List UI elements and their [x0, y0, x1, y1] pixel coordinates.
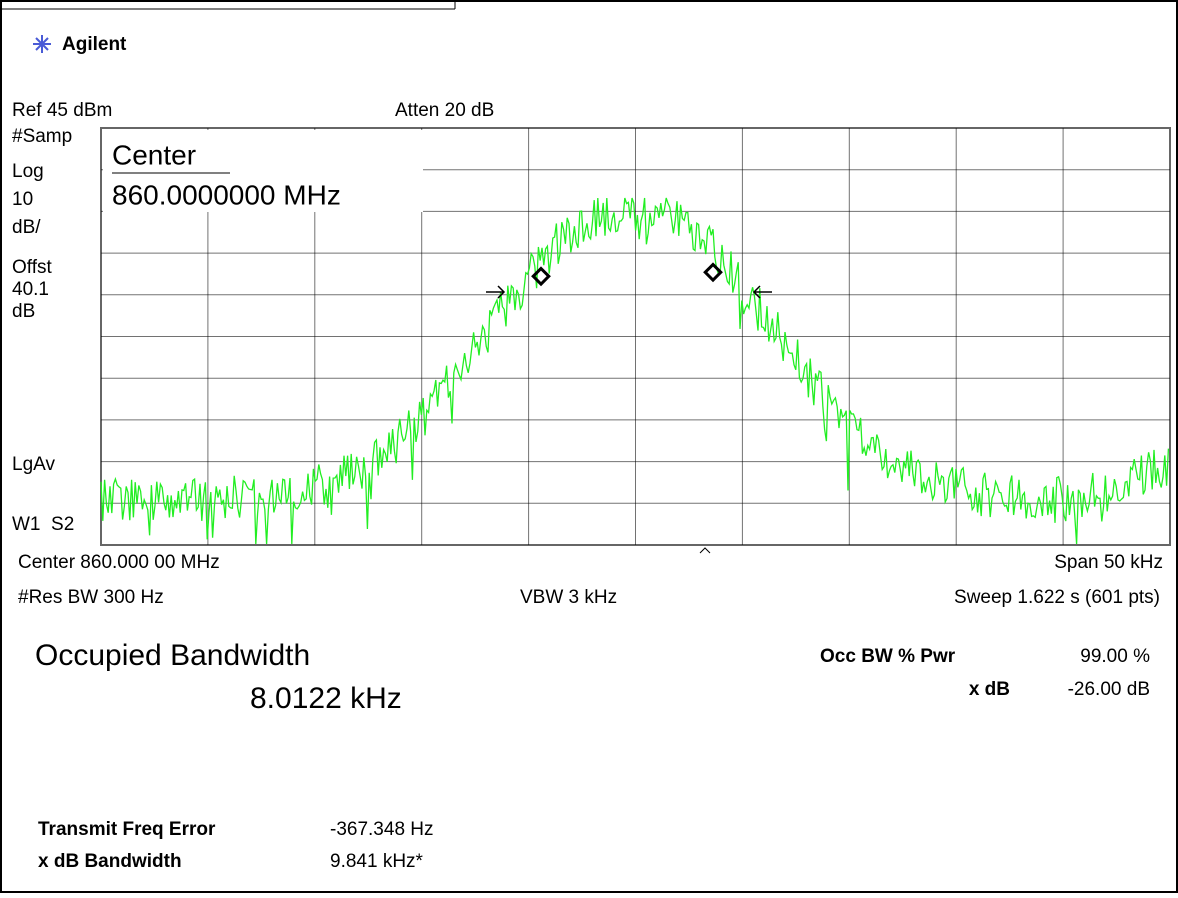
scale-label: 10 [12, 189, 33, 210]
trace [100, 197, 1170, 545]
logo [33, 35, 51, 53]
tx-err-label: Transmit Freq Error [38, 819, 216, 840]
ref-level: Ref 45 dBm [12, 100, 112, 121]
occ-bw-label: Occ BW % Pwr [820, 646, 956, 667]
result-value: 8.0122 kHz [250, 682, 402, 715]
marker [703, 262, 723, 283]
caret [699, 547, 711, 554]
arrow-left [752, 285, 772, 299]
center-label: Center [112, 139, 196, 170]
footer-span: Span 50 kHz [1054, 552, 1163, 573]
attenuation: Atten 20 dB [395, 100, 494, 121]
scale-label: #Samp [12, 126, 72, 147]
footer-sweep: Sweep 1.622 s (601 pts) [954, 587, 1160, 608]
center-value: 860.0000000 MHz [112, 179, 341, 210]
avg-label: LgAv [12, 454, 55, 475]
result-title: Occupied Bandwidth [35, 639, 310, 672]
occ-bw-value: 99.00 % [1080, 646, 1150, 667]
footer-center: Center 860.000 00 MHz [18, 552, 220, 573]
arrow-right [486, 285, 506, 299]
xdb-bw-value: 9.841 kHz* [330, 851, 424, 872]
xdb-bw-label: x dB Bandwidth [38, 851, 182, 872]
trace-label: W1 S2 [12, 514, 74, 535]
footer-res-bw: #Res BW 300 Hz [18, 587, 164, 608]
marker [531, 266, 551, 287]
scale-label: Log [12, 161, 44, 182]
scale-label: Offst [12, 257, 52, 278]
brand: Agilent [62, 34, 127, 55]
tx-err-value: -367.348 Hz [330, 819, 434, 840]
footer-vbw: VBW 3 kHz [520, 587, 617, 608]
scale-label: 40.1 [12, 279, 49, 300]
scale-label: dB/ [12, 217, 41, 238]
center-box [103, 130, 423, 212]
scale-label: dB [12, 301, 35, 322]
xdb-value: -26.00 dB [1068, 679, 1150, 700]
xdb-label: x dB [969, 679, 1010, 700]
